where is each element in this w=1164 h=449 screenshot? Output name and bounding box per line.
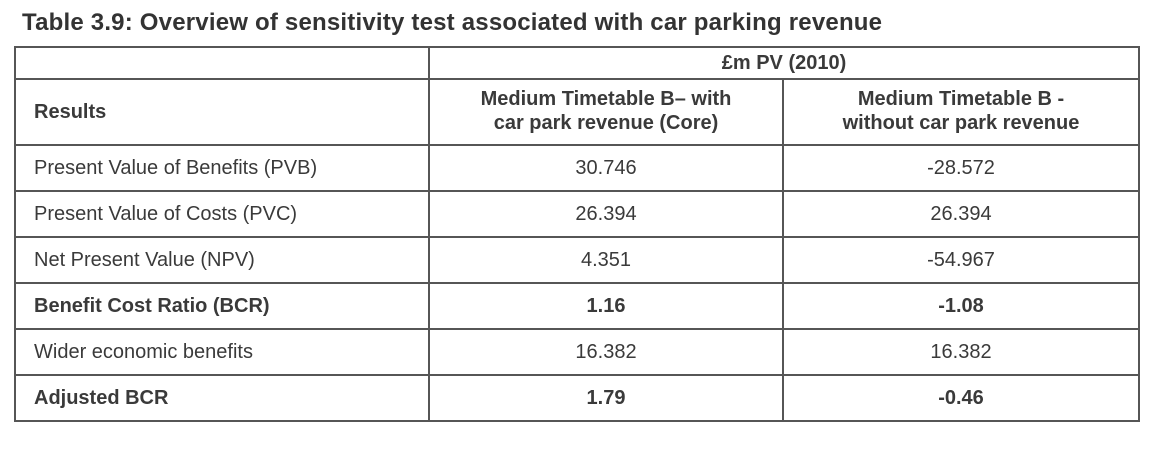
value-without-revenue: -54.967 [781, 236, 1141, 284]
value-with-revenue: 30.746 [428, 144, 784, 192]
results-header-cell: Results [14, 78, 430, 146]
value-without-revenue: -0.46 [781, 374, 1141, 422]
unit-header-row: £m PV (2010) [14, 46, 1141, 80]
table-row-npv: Net Present Value (NPV) 4.351 -54.967 [14, 236, 1141, 284]
row-label: Present Value of Benefits (PVB) [14, 144, 430, 192]
value-without-revenue: 26.394 [781, 190, 1141, 238]
row-label: Present Value of Costs (PVC) [14, 190, 430, 238]
row-label: Benefit Cost Ratio (BCR) [14, 282, 430, 330]
without-revenue-header-cell: Medium Timetable B - without car park re… [781, 78, 1141, 146]
table-row-wider-economic-benefits: Wider economic benefits 16.382 16.382 [14, 328, 1141, 376]
row-label: Net Present Value (NPV) [14, 236, 430, 284]
empty-corner-cell [14, 46, 430, 80]
sensitivity-table: £m PV (2010) Results Medium Timetable B–… [14, 46, 1141, 422]
table-row-pvc: Present Value of Costs (PVC) 26.394 26.3… [14, 190, 1141, 238]
table-row-pvb: Present Value of Benefits (PVB) 30.746 -… [14, 144, 1141, 192]
value-with-revenue: 1.16 [428, 282, 784, 330]
value-with-revenue: 16.382 [428, 328, 784, 376]
row-label: Wider economic benefits [14, 328, 430, 376]
value-with-revenue: 26.394 [428, 190, 784, 238]
value-without-revenue: -1.08 [781, 282, 1141, 330]
unit-header-cell: £m PV (2010) [427, 46, 1141, 80]
column-header-row: Results Medium Timetable B– with car par… [14, 78, 1141, 146]
table-row-bcr: Benefit Cost Ratio (BCR) 1.16 -1.08 [14, 282, 1141, 330]
table-caption: Table 3.9: Overview of sensitivity test … [22, 9, 883, 36]
value-with-revenue: 1.79 [428, 374, 784, 422]
with-revenue-header-cell: Medium Timetable B– with car park revenu… [428, 78, 784, 146]
table-row-adjusted-bcr: Adjusted BCR 1.79 -0.46 [14, 374, 1141, 422]
row-label: Adjusted BCR [14, 374, 430, 422]
value-without-revenue: 16.382 [781, 328, 1141, 376]
value-without-revenue: -28.572 [781, 144, 1141, 192]
value-with-revenue: 4.351 [428, 236, 784, 284]
